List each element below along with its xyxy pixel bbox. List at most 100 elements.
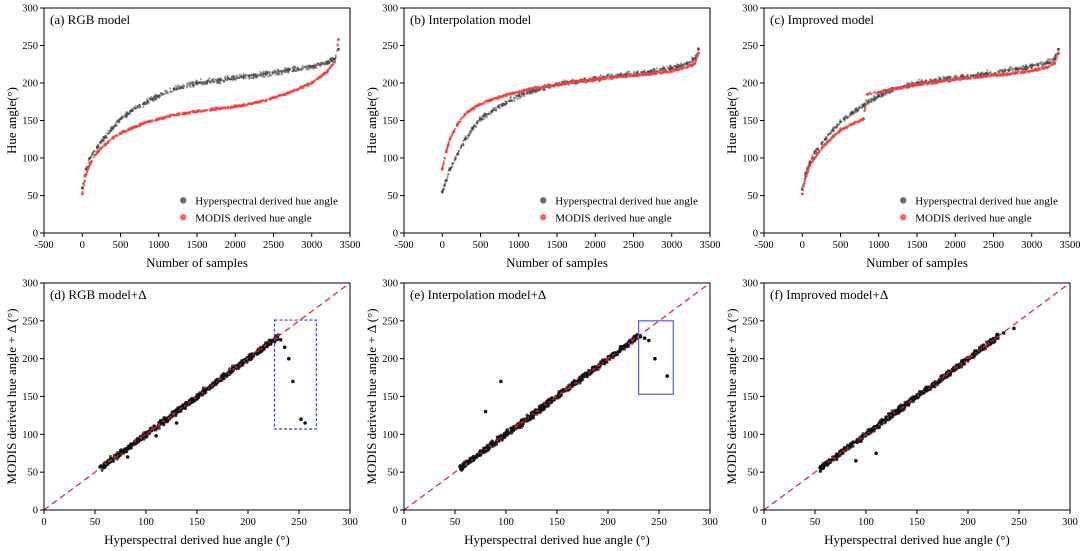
reference-point	[167, 417, 170, 420]
data-point	[801, 186, 804, 189]
data-point	[301, 64, 304, 68]
data-point	[803, 182, 806, 185]
data-point	[135, 437, 139, 441]
data-point	[279, 93, 282, 96]
data-point	[802, 185, 806, 188]
reference-point	[211, 383, 214, 386]
data-point	[305, 84, 308, 87]
reference-point	[155, 426, 158, 428]
series-hyperspectral	[440, 46, 700, 194]
series-scatter	[98, 333, 307, 472]
y-tick-label: 0	[393, 229, 398, 240]
data-point	[267, 75, 270, 78]
x-tick-label: 100	[138, 517, 154, 528]
data-point	[515, 96, 518, 99]
data-point	[572, 81, 575, 84]
data-point	[526, 91, 529, 94]
data-point	[287, 356, 291, 361]
data-point	[690, 61, 693, 64]
series-hyperspectral	[80, 47, 340, 190]
data-point	[468, 110, 471, 113]
curve-point	[1053, 57, 1057, 61]
x-tick-label: 500	[113, 240, 129, 251]
data-point	[303, 65, 306, 68]
data-point	[86, 169, 89, 172]
data-point	[853, 110, 857, 113]
data-point	[513, 92, 516, 95]
data-point	[675, 69, 678, 72]
curve-point	[877, 94, 881, 98]
data-point	[450, 133, 453, 137]
reference-point	[232, 368, 235, 371]
data-point	[447, 143, 450, 146]
plot-area-b	[440, 46, 700, 194]
data-point	[539, 86, 542, 89]
curve-point	[471, 126, 475, 130]
panel-title: (a) RGB model	[50, 12, 131, 27]
data-point	[655, 72, 658, 75]
data-point	[569, 80, 572, 83]
data-point	[526, 89, 529, 92]
data-point	[803, 180, 807, 183]
data-point	[169, 87, 172, 90]
data-point	[605, 76, 608, 79]
data-point	[668, 66, 671, 69]
data-point	[482, 115, 485, 118]
curve-point	[337, 47, 340, 51]
data-point	[689, 64, 692, 67]
data-point	[926, 83, 930, 86]
series-modis	[440, 51, 700, 171]
data-point	[662, 65, 665, 69]
axes-a: -500 0 500 1000 1500 2000 2500 3000 350005010015…	[22, 4, 360, 252]
data-point	[1046, 59, 1049, 62]
x-axis-title: Number of samples	[146, 255, 248, 270]
x-tick-label: 500	[833, 240, 849, 251]
data-point	[123, 114, 126, 117]
reference-point	[170, 415, 172, 418]
data-point	[170, 90, 173, 93]
data-point	[297, 87, 300, 91]
data-point	[92, 150, 95, 154]
data-point	[263, 75, 266, 79]
data-point	[156, 97, 159, 100]
data-point	[183, 112, 186, 115]
data-point	[292, 66, 295, 69]
data-point	[513, 97, 516, 100]
data-point	[191, 85, 194, 88]
curve-point	[463, 113, 467, 116]
data-point	[1024, 63, 1027, 67]
data-point	[164, 92, 168, 95]
curve-point	[938, 80, 942, 83]
reference-point	[264, 345, 266, 348]
data-point	[567, 82, 570, 85]
curve-point	[839, 120, 842, 124]
data-point	[94, 153, 97, 156]
data-point	[520, 95, 523, 98]
data-point	[223, 79, 226, 82]
data-point	[873, 90, 876, 93]
data-point	[489, 113, 492, 116]
data-point	[123, 447, 127, 451]
data-point	[951, 78, 954, 81]
anomaly-highlight-box	[273, 319, 317, 430]
data-point	[452, 130, 455, 134]
data-point	[177, 114, 181, 117]
data-point	[221, 79, 224, 82]
data-point	[920, 82, 923, 85]
data-point	[584, 81, 587, 84]
data-point	[497, 106, 500, 109]
data-point	[110, 128, 113, 131]
data-point	[446, 173, 449, 176]
y-tick-label: 0	[33, 506, 38, 517]
x-tick-label: 3000	[301, 240, 322, 251]
data-point	[666, 71, 669, 74]
data-point	[180, 86, 183, 89]
curve-point	[80, 192, 84, 196]
y-tick-label: 100	[742, 154, 758, 165]
curve-point	[490, 98, 494, 101]
data-point	[1041, 63, 1044, 66]
data-point	[467, 132, 471, 135]
data-point	[941, 75, 945, 78]
data-point	[182, 86, 185, 89]
